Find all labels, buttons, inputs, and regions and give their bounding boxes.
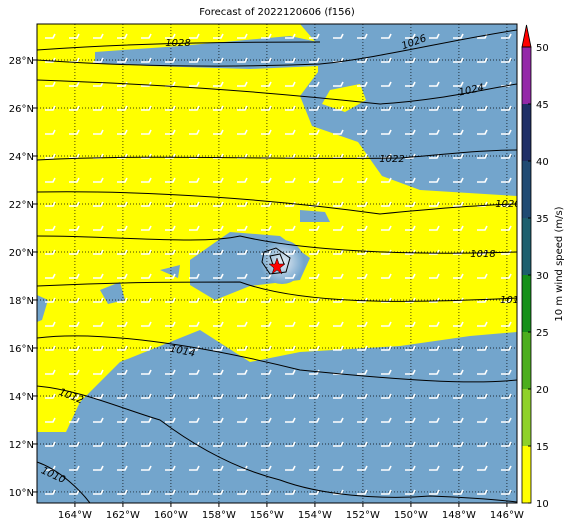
map-area: 1028 1026 1024 1022 1020 1018 1016 1014 …: [37, 24, 525, 503]
colorbar-extend: [521, 24, 532, 48]
colorbar-segment: [522, 332, 531, 389]
y-tick-label: 14°N: [9, 392, 34, 403]
colorbar-segment: [522, 218, 531, 275]
contour-label: 1024: [458, 83, 485, 99]
colorbar-segment: [522, 389, 531, 446]
y-tick-label: 12°N: [9, 440, 34, 451]
x-tick-label: 158°W: [202, 510, 236, 521]
colorbar-segment: [522, 104, 531, 161]
contour-label: 1028: [165, 38, 190, 49]
y-tick-label: 18°N: [9, 296, 34, 307]
storm-center: [268, 257, 286, 275]
x-tick-label: 160°W: [154, 510, 188, 521]
colorbar-segment: [522, 446, 531, 503]
colorbar-tick-label: 10: [536, 499, 549, 510]
colorbar-tick-label: 30: [536, 271, 549, 282]
y-tick-label: 26°N: [9, 104, 34, 115]
y-tick-label: 28°N: [9, 56, 34, 67]
colorbar-tick-label: 20: [536, 385, 549, 396]
colorbar-tick-label: 50: [536, 43, 549, 54]
y-tick-label: 10°N: [9, 488, 34, 499]
plot-frame: [36, 23, 518, 504]
colorbar-segment: [522, 275, 531, 332]
y-tick-label: 24°N: [9, 152, 34, 163]
contour-label: 1020: [495, 199, 520, 210]
x-tick-label: 148°W: [442, 510, 476, 521]
x-tick-label: 154°W: [298, 510, 332, 521]
x-tick-label: 150°W: [394, 510, 428, 521]
x-tick-label: 152°W: [346, 510, 380, 521]
contour-label: 1016: [500, 295, 525, 306]
y-tick-label: 22°N: [9, 200, 34, 211]
colorbar-tick-label: 35: [536, 214, 549, 225]
title: Forecast of 2022120606 (f156): [199, 7, 355, 18]
colorbar-tick-label: 40: [536, 157, 549, 168]
colorbar-tick-label: 25: [536, 328, 549, 339]
contour-label: 1022: [379, 154, 404, 165]
contour-label: 1014: [169, 344, 196, 360]
x-tick-label: 156°W: [250, 510, 284, 521]
colorbar-tick-label: 15: [536, 442, 549, 453]
y-tick-label: 16°N: [9, 344, 34, 355]
colorbar-segment: [522, 47, 531, 104]
x-tick-label: 162°W: [106, 510, 140, 521]
x-tick-label: 146°W: [490, 510, 524, 521]
contour-label: 1018: [470, 249, 495, 260]
colorbar-tick-label: 45: [536, 100, 549, 111]
x-tick-label: 164°W: [58, 510, 92, 521]
y-tick-label: 20°N: [9, 248, 34, 259]
colorbar-segment: [522, 161, 531, 218]
colorbar-label: 10 m wind speed (m/s): [554, 206, 565, 321]
